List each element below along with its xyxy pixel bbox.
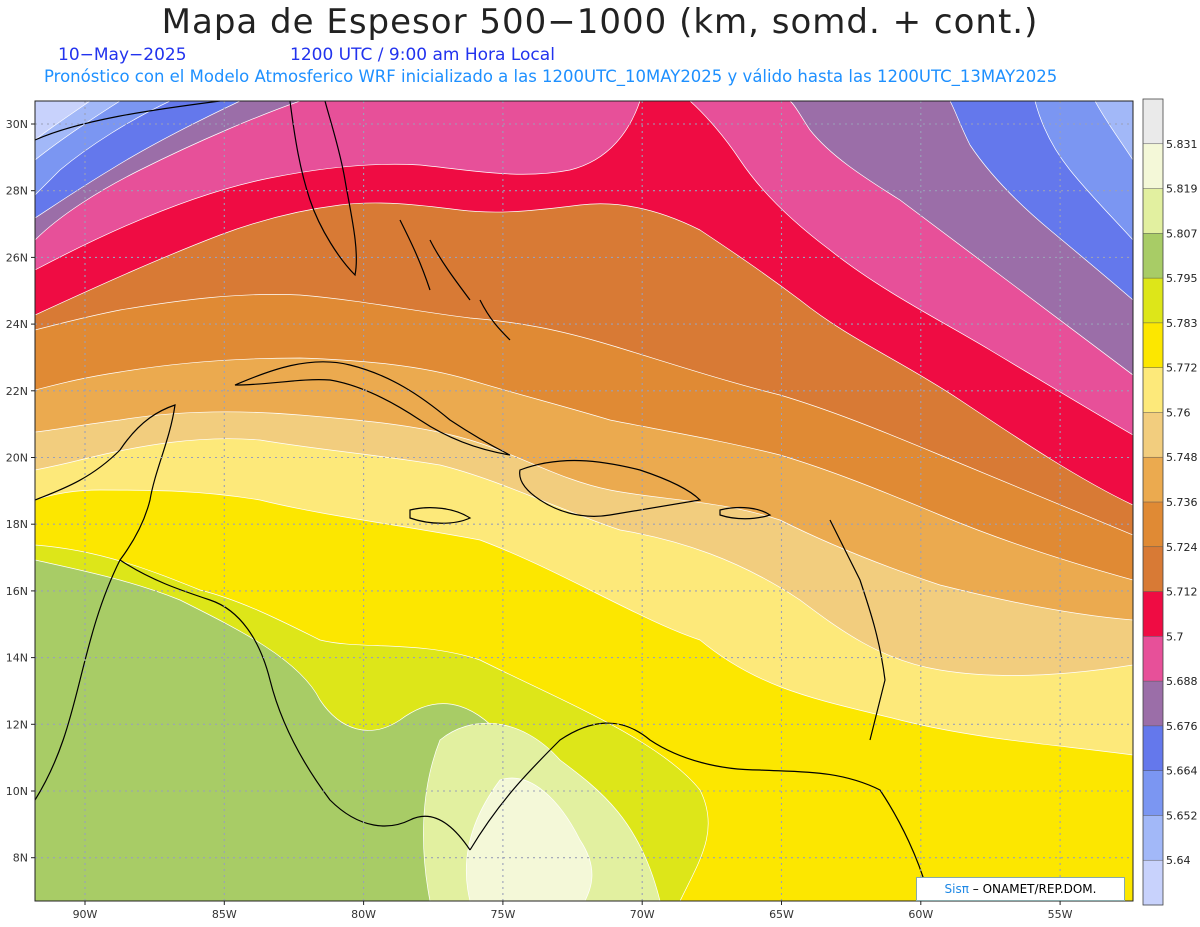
colorbar-label: 5.688	[1166, 675, 1198, 688]
credit-box: Sisπ – ONAMET/REP.DOM.	[916, 877, 1125, 901]
lat-label: 8N	[13, 852, 28, 865]
lon-label: 55W	[1048, 908, 1073, 921]
sispi-logo: Sisπ	[944, 882, 969, 896]
yucatan-coast	[35, 404, 176, 801]
latitude-labels: 30N 28N 26N 24N 22N 20N 18N 16N 14N 12N 10N 8N	[6, 118, 35, 865]
lat-label: 24N	[6, 318, 28, 331]
colorbar-label: 5.772	[1166, 362, 1198, 375]
colorbar-label: 5.7	[1166, 630, 1184, 643]
lon-label: 90W	[73, 908, 98, 921]
bahamas	[399, 219, 511, 341]
colorbar-swatch	[1143, 412, 1163, 458]
lat-label: 18N	[6, 518, 28, 531]
colorbar-label: 5.664	[1166, 765, 1198, 778]
lat-label: 10N	[6, 785, 28, 798]
colorbar-swatch	[1143, 278, 1163, 324]
colorbar-label: 5.652	[1166, 809, 1198, 822]
colorbar-label: 5.724	[1166, 541, 1198, 554]
map-frame	[34, 100, 1134, 902]
coastlines	[35, 101, 931, 901]
band-5-664	[35, 101, 1133, 241]
lon-label: 75W	[490, 908, 515, 921]
hispaniola-coast	[519, 459, 702, 517]
colorbar-swatch	[1143, 367, 1163, 413]
shaded-bands	[35, 101, 1133, 901]
colorbar-label: 5.736	[1166, 496, 1198, 509]
colorbar-label: 5.676	[1166, 720, 1198, 733]
colorbar-swatch	[1143, 815, 1163, 861]
colorbar-label: 5.76	[1166, 406, 1191, 419]
gulf-coast	[35, 101, 221, 141]
graticule	[35, 101, 1133, 901]
south-america-coast	[469, 722, 931, 901]
colorbar-swatch	[1143, 188, 1163, 234]
colorbar-swatch	[1143, 770, 1163, 816]
colorbar-swatch	[1143, 143, 1163, 190]
lat-label: 14N	[6, 652, 28, 665]
band-5-688	[35, 101, 1133, 376]
colorbar-label: 5.819	[1166, 183, 1198, 196]
colorbar-label: 5.795	[1166, 272, 1198, 285]
lat-label: 12N	[6, 718, 28, 731]
florida-coast	[289, 101, 357, 277]
model-description: Pronóstico con el Modelo Atmosferico WRF…	[44, 67, 1058, 86]
colorbar-swatch	[1143, 546, 1163, 593]
jamaica-coast	[409, 507, 472, 524]
colorbar-label: 5.712	[1166, 586, 1198, 599]
page-title: Mapa de Espesor 500−1000 (km, somd. + co…	[161, 2, 1039, 42]
colorbar: 5.831 5.819 5.807 5.795 5.783 5.772 5.76 5.748 5…	[1142, 98, 1198, 906]
colorbar-label: 5.807	[1166, 227, 1198, 240]
lon-label: 85W	[212, 908, 237, 921]
colorbar-label: 5.831	[1166, 138, 1198, 151]
colorbar-swatch	[1143, 636, 1163, 682]
colorbar-swatch	[1143, 99, 1163, 145]
lat-label: 30N	[6, 118, 28, 131]
colorbar-swatch	[1143, 502, 1163, 548]
colorbar-label: 5.783	[1166, 317, 1198, 330]
band-5-676	[35, 101, 1133, 301]
credit-text: – ONAMET/REP.DOM.	[972, 882, 1097, 896]
longitude-labels: 90W 85W 80W 75W 70W 65W 60W 55W	[73, 901, 1073, 921]
lat-label: 20N	[6, 452, 28, 465]
lon-label: 70W	[630, 908, 655, 921]
lat-label: 26N	[6, 251, 28, 264]
lon-label: 65W	[769, 908, 794, 921]
colorbar-swatch	[1143, 725, 1163, 772]
colorbar-swatch	[1143, 681, 1163, 727]
colorbar-swatch	[1143, 591, 1163, 637]
band-5-7	[35, 101, 1133, 436]
lat-label: 28N	[6, 185, 28, 198]
colorbar-swatch	[1143, 233, 1163, 279]
forecast-date: 10−May−2025	[58, 45, 187, 65]
colorbar-label: 5.748	[1166, 451, 1198, 464]
lon-label: 80W	[351, 908, 376, 921]
central-america-coast	[119, 559, 471, 851]
lon-label: 60W	[908, 908, 933, 921]
lat-label: 16N	[6, 585, 28, 598]
puerto-rico-coast	[719, 506, 772, 520]
cuba-coast	[234, 361, 511, 456]
colorbar-label: 5.64	[1166, 854, 1191, 867]
forecast-time: 1200 UTC / 9:00 am Hora Local	[290, 45, 555, 65]
colorbar-swatch	[1143, 322, 1163, 369]
lesser-antilles	[829, 519, 886, 741]
colorbar-swatch	[1143, 457, 1163, 503]
band-5-652	[35, 101, 1133, 161]
colorbar-swatch	[1143, 860, 1163, 906]
lat-label: 22N	[6, 385, 28, 398]
